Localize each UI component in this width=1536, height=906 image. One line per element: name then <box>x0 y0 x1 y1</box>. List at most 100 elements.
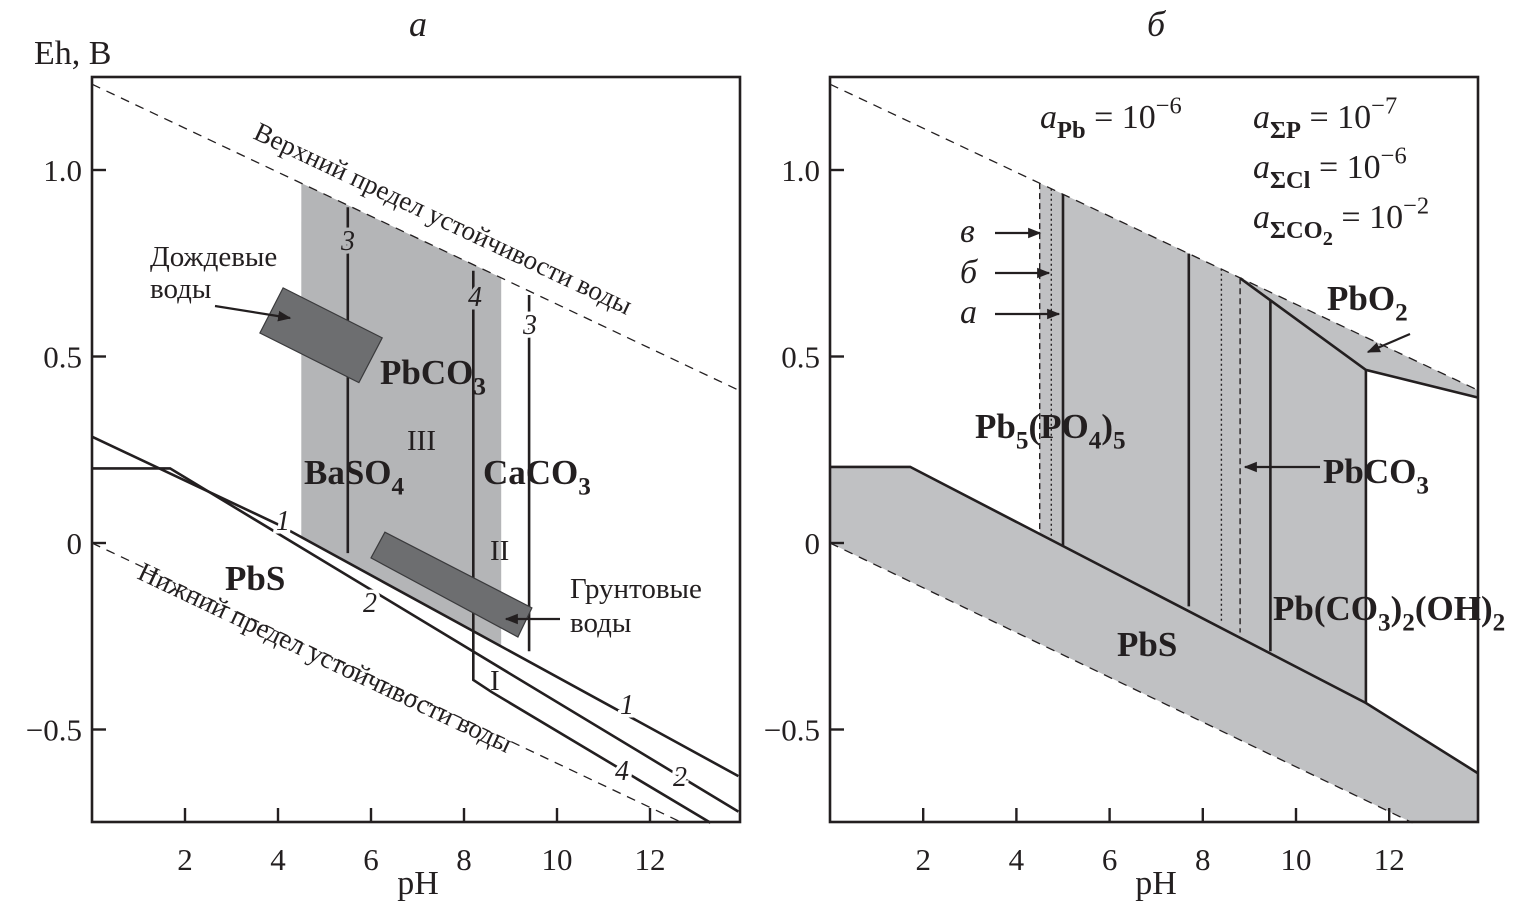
text-part: PbS <box>1117 625 1177 664</box>
text-part: 5 <box>1113 428 1126 455</box>
x-tick-label: 12 <box>635 842 666 877</box>
field-label-pbco3: PbCO3 <box>1323 452 1429 500</box>
panel-b-title: б <box>1147 4 1167 44</box>
text-part: б <box>960 254 979 291</box>
water-sample-label: воды <box>150 273 211 305</box>
field-label-pbco3oh: Pb(CO3)2(OH)2 <box>1273 589 1505 637</box>
y-tick-label: 0.5 <box>781 340 820 375</box>
text-part: −2 <box>1403 193 1429 220</box>
line-label: 3 <box>522 310 537 341</box>
x-tick-label: 6 <box>1102 842 1118 877</box>
x-tick-label: 8 <box>456 842 472 877</box>
boundary-line <box>91 435 740 778</box>
upper-water-limit <box>91 83 739 391</box>
text-part: BaSO <box>304 453 392 492</box>
y-tick-label: 0 <box>805 526 821 561</box>
activity-label: aΣCl = 10−6 <box>1253 143 1407 194</box>
text-part: в <box>960 213 975 250</box>
water-sample-label: воды <box>570 607 631 639</box>
field-label-pbs: PbS <box>225 559 285 598</box>
text-part: 3 <box>473 374 486 401</box>
text-part: 4 <box>1089 428 1102 455</box>
text-part: = 10 <box>1310 149 1380 186</box>
arrow-icon <box>214 304 292 322</box>
text-part: ΣCl <box>1270 167 1311 194</box>
field-label-la: а <box>960 294 977 331</box>
field-label-pbco3: PbCO3 <box>380 353 486 401</box>
upper-water-limit <box>829 83 1478 391</box>
shaded-field <box>301 183 502 646</box>
y-tick-label: 1.0 <box>43 153 82 188</box>
y-tick-label: −0.5 <box>764 713 820 748</box>
text-part: 5 <box>1016 428 1029 455</box>
line-label: 1 <box>620 690 634 721</box>
x-tick-label: 6 <box>363 842 379 877</box>
text-part: ΣCO <box>1270 217 1323 244</box>
activity-label: aPb = 10−6 <box>1040 93 1182 144</box>
y-tick-label: 0 <box>67 526 83 561</box>
activity-label: aΣCO2 = 10−2 <box>1253 193 1429 250</box>
text-part: −6 <box>1156 93 1182 120</box>
water-sample-label: Дождевые <box>150 241 277 273</box>
x-tick-label: 4 <box>1009 842 1025 877</box>
panel-a-title: а <box>409 4 427 44</box>
text-part: = 10 <box>1086 99 1156 136</box>
line-label: 2 <box>363 588 377 619</box>
text-part: ) <box>1391 589 1403 628</box>
text-part: a <box>1040 99 1057 136</box>
text-part: (PO <box>1028 407 1088 446</box>
text-part: PbCO <box>1323 452 1416 491</box>
text-part: I <box>490 665 500 697</box>
plot-frame <box>828 75 1480 824</box>
field-label-lv: в <box>960 213 975 250</box>
line-label: 3 <box>340 226 355 257</box>
shaded-field <box>1039 183 1478 704</box>
water-sample-box <box>370 531 533 638</box>
y-tick-label: 1.0 <box>781 153 820 188</box>
text-part: PbS <box>225 559 285 598</box>
text-part: 4 <box>392 474 405 501</box>
y-tick-label: 0.5 <box>43 340 82 375</box>
x-axis-label-a: pH <box>397 865 439 902</box>
text-part: −7 <box>1371 93 1397 120</box>
text-part: 2 <box>1493 610 1506 637</box>
text-part: 2 <box>1402 610 1415 637</box>
water-sample-label: Грунтовые <box>570 573 702 605</box>
field-label-caco3: CaCO3 <box>483 453 591 501</box>
text-part: PbCO <box>380 353 473 392</box>
text-part: Pb <box>1057 117 1086 144</box>
field-label-r2: II <box>490 535 509 567</box>
text-part: 3 <box>1416 473 1429 500</box>
text-part: = 10 <box>1333 199 1403 236</box>
text-part: a <box>1253 199 1270 236</box>
y-tick-label: −0.5 <box>26 713 82 748</box>
line-label: 4 <box>615 756 629 787</box>
text-part: Pb <box>975 407 1016 446</box>
x-axis-label-b: pH <box>1135 865 1177 902</box>
field-label-pbs: PbS <box>1117 625 1177 664</box>
boundary-line <box>471 270 712 824</box>
text-part: (OH) <box>1415 589 1493 628</box>
line-label: 2 <box>673 762 687 793</box>
panel-b: 2 4 6 8 10 121.00.50−0.5Pb5(PO4)5PbO2PbCO3Pb(… <box>764 75 1505 877</box>
lower-water-limit <box>91 542 683 824</box>
x-tick-label: 4 <box>270 842 286 877</box>
text-part: 3 <box>1378 610 1391 637</box>
lower-water-limit <box>829 542 1413 824</box>
text-part: а <box>960 294 977 331</box>
text-part: 2 <box>1395 300 1408 327</box>
field-label-lb: б <box>960 254 979 291</box>
text-part: a <box>1253 149 1270 186</box>
boundary-line <box>92 467 740 813</box>
x-tick-label: 10 <box>1281 842 1312 877</box>
plot-frame <box>90 75 742 824</box>
boundary-line <box>830 465 1479 775</box>
field-label-pb5po45: Pb5(PO4)5 <box>975 407 1126 455</box>
text-part: a <box>1253 99 1270 136</box>
line-label: 1 <box>276 506 290 537</box>
x-tick-label: 8 <box>1195 842 1211 877</box>
text-part: CaCO <box>483 453 578 492</box>
text-part: Pb(CO <box>1273 589 1378 628</box>
